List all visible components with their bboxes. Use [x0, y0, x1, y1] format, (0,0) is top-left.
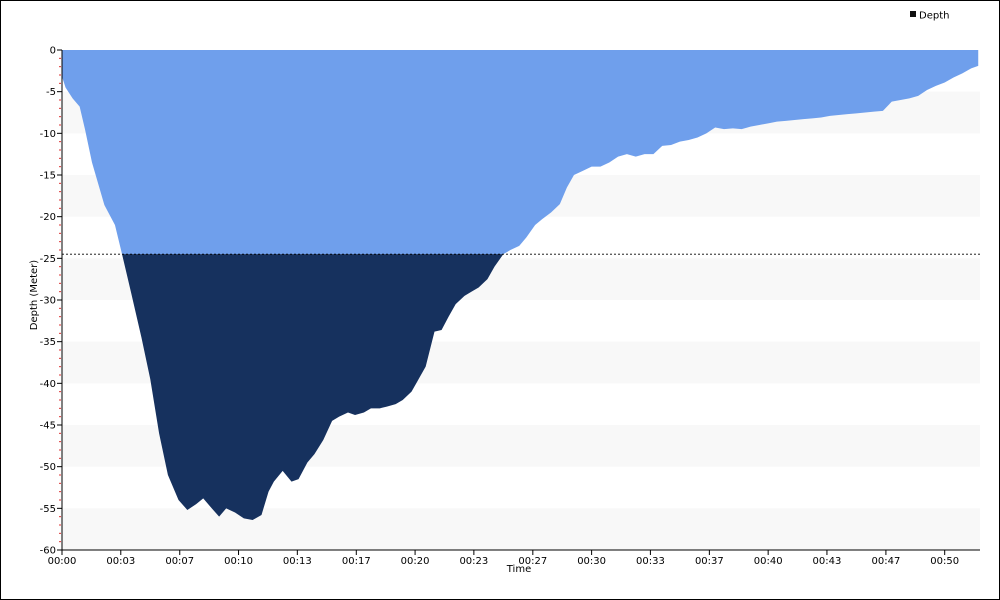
y-tick-label: -60 [40, 546, 56, 557]
y-tick-label: 0 [50, 46, 56, 57]
x-tick-label: 00:30 [577, 556, 606, 567]
y-tick-label: -35 [40, 337, 56, 348]
legend-label-depth: Depth [919, 11, 949, 22]
legend: Depth [910, 11, 949, 22]
x-tick-label: 00:43 [813, 556, 842, 567]
x-tick-label: 00:17 [342, 556, 371, 567]
y-tick-label: -50 [40, 462, 56, 473]
x-tick-label: 00:27 [518, 556, 547, 567]
y-axis-ticks: 0 -5 -10 -15 -20 -25 -30 -35 -40 -45 -50 -55 -60 [40, 46, 62, 557]
depth-areas [62, 50, 979, 520]
y-tick-label: -20 [40, 212, 56, 223]
x-tick-label: 00:07 [165, 556, 194, 567]
x-tick-label: 00:10 [224, 556, 253, 567]
background-band [62, 508, 980, 550]
x-tick-label: 00:00 [48, 556, 77, 567]
x-tick-label: 00:20 [401, 556, 430, 567]
depth-area-deep [62, 254, 979, 520]
y-tick-label: -5 [46, 87, 56, 98]
y-tick-label: -30 [40, 296, 56, 307]
legend-swatch [910, 11, 916, 17]
x-axis-ticks: 00:00 00:03 00:07 00:10 00:13 00:17 00:20 00:23… [48, 550, 959, 567]
x-tick-label: 00:50 [930, 556, 959, 567]
x-tick-label: 00:13 [283, 556, 312, 567]
depth-area-shallow [62, 50, 979, 255]
x-tick-label: 00:37 [695, 556, 724, 567]
x-tick-label: 00:47 [871, 556, 900, 567]
x-tick-label: 00:03 [106, 556, 135, 567]
x-tick-label: 00:23 [459, 556, 488, 567]
y-tick-label: -25 [40, 254, 56, 265]
y-tick-label: -45 [40, 421, 56, 432]
y-tick-label: -10 [40, 129, 56, 140]
y-tick-label: -15 [40, 171, 56, 182]
y-tick-label: -55 [40, 504, 56, 515]
x-tick-label: 00:40 [754, 556, 783, 567]
x-tick-label: 00:33 [636, 556, 665, 567]
y-tick-label: -40 [40, 379, 56, 390]
y-axis-title: Depth (Meter) [29, 260, 40, 331]
x-axis-title: Time [506, 564, 531, 575]
